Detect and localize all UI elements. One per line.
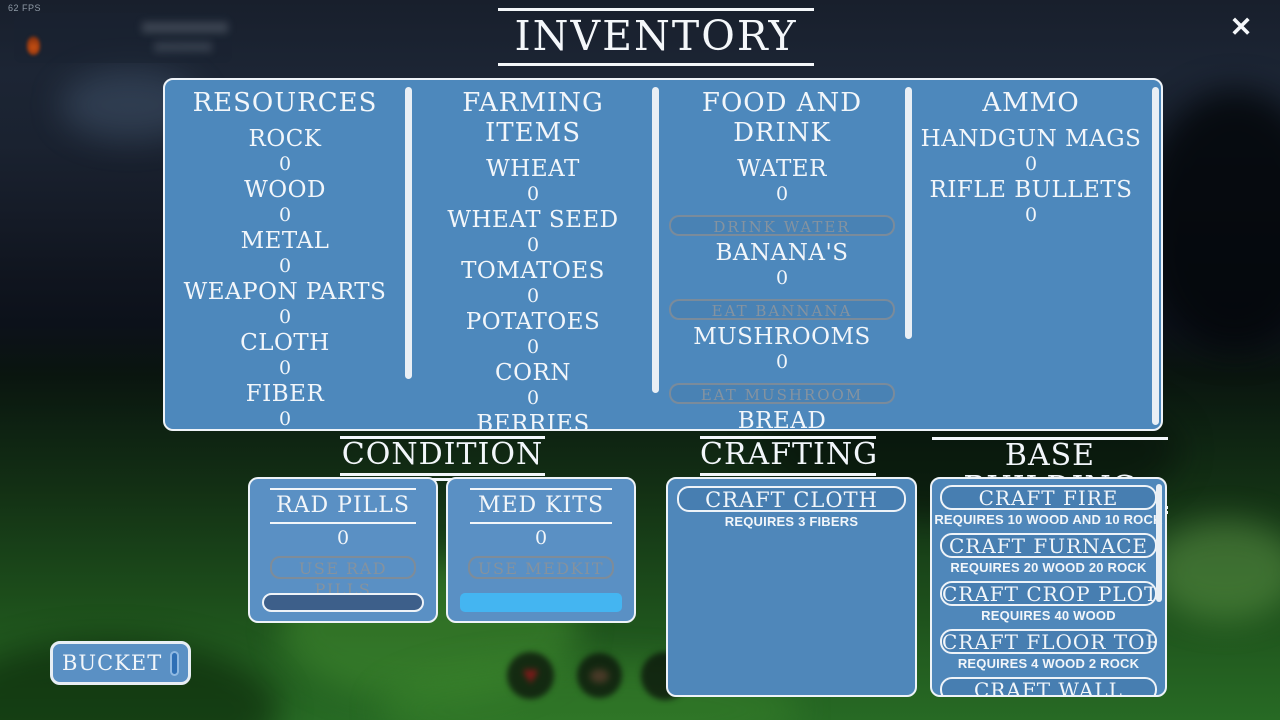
use-medkit-button[interactable]: USE MEDKIT	[468, 556, 614, 579]
item-count: 0	[526, 183, 540, 205]
drink-water-button[interactable]: DRINK WATER	[669, 215, 895, 236]
recipe-requirement: REQUIRES 20 WOOD 20 ROCK	[950, 560, 1147, 575]
crafting-panel: CRAFT CLOTH REQUIRES 3 FIBERS	[666, 477, 917, 697]
blurred-text	[154, 42, 212, 52]
condition-heading: CONDITION	[340, 436, 545, 481]
recipe-requirement: REQUIRES 4 WOOD 2 ROCK	[957, 656, 1140, 671]
item-label: WATER	[737, 156, 827, 182]
item-label: CLOTH	[240, 330, 330, 356]
craft-cloth-button[interactable]: CRAFT CLOTH	[677, 486, 906, 512]
column-header: FOOD AND DRINK	[701, 88, 863, 148]
craft-fire-button[interactable]: CRAFT FIRE	[940, 485, 1157, 510]
close-icon: ✕	[1229, 11, 1253, 42]
ammo-scrollbar[interactable]	[1152, 87, 1159, 425]
item-count: 0	[278, 306, 292, 328]
craft-floor-torch-button[interactable]: CRAFT FLOOR TORCH	[940, 629, 1157, 654]
item-count: 0	[1024, 204, 1038, 226]
item-count: 0	[526, 336, 540, 358]
eat-mushroom-button[interactable]: EAT MUSHROOM	[669, 383, 895, 404]
bucket-checkbox[interactable]	[170, 650, 179, 676]
radiation-bar	[262, 593, 424, 612]
base-building-scrollbar[interactable]	[1156, 484, 1162, 602]
item-count: 0	[278, 204, 292, 226]
item-label: WHEAT SEED	[447, 207, 619, 233]
blurred-text	[142, 22, 228, 33]
fps-counter: 62 FPS	[8, 3, 42, 13]
item-label: TOMATOES	[461, 258, 605, 284]
hunger-hud-circle	[577, 653, 622, 698]
heart-icon: ♥	[522, 660, 539, 690]
item-count: 0	[526, 387, 540, 409]
med-kits-card: MED KITS 0 USE MEDKIT	[446, 477, 636, 623]
bucket-toggle-panel: BUCKET	[50, 641, 191, 685]
use-rad-pills-button[interactable]: USE RAD PILLS	[270, 556, 416, 599]
crafting-heading: CRAFTING	[700, 436, 877, 481]
item-label: WHEAT	[486, 156, 580, 182]
item-label: BANANA'S	[715, 240, 849, 266]
card-title: MED KITS	[470, 488, 612, 524]
recipe-requirement: REQUIRES 40 WOOD	[981, 608, 1116, 623]
page-title: INVENTORY	[498, 8, 814, 66]
health-hud-circle: ♥	[507, 652, 554, 699]
craft-furnace-button[interactable]: CRAFT FURNACE	[940, 533, 1157, 558]
flame-icon	[27, 36, 40, 55]
inventory-panel: RESOURCES ROCK 0 WOOD 0 METAL 0 WEAPON P…	[163, 78, 1163, 431]
tree-silhouette	[1140, 90, 1280, 350]
item-count: 0	[278, 255, 292, 277]
item-label: ROCK	[248, 126, 322, 152]
recipe-requirement: REQUIRES 10 WOOD AND 10 ROCK	[934, 512, 1163, 527]
item-label: WOOD	[244, 177, 326, 203]
recipe-requirement: REQUIRES 3 FIBERS	[724, 514, 859, 529]
item-count: 0	[775, 267, 789, 289]
bucket-label: BUCKET	[62, 651, 163, 675]
item-label: POTATOES	[465, 309, 601, 335]
item-count: 0	[278, 408, 292, 430]
item-count: 0	[278, 153, 292, 175]
food-scrollbar[interactable]	[905, 87, 912, 339]
card-count: 0	[534, 527, 548, 549]
farming-scrollbar[interactable]	[652, 87, 659, 393]
item-label: WEAPON PARTS	[183, 279, 387, 305]
item-label: RIFLE BULLETS	[929, 177, 1133, 203]
base-building-panel: CRAFT FIRE REQUIRES 10 WOOD AND 10 ROCK …	[930, 477, 1167, 697]
grass-patch	[1150, 520, 1280, 620]
item-label: MUSHROOMS	[693, 324, 871, 350]
food-icon	[590, 668, 609, 683]
item-label: HANDGUN MAGS	[920, 126, 1142, 152]
item-count: 0	[278, 357, 292, 379]
health-bar	[460, 593, 622, 612]
column-header: FARMING ITEMS	[462, 88, 604, 148]
resources-scrollbar[interactable]	[405, 87, 412, 379]
item-count: 0	[775, 183, 789, 205]
column-header: AMMO	[982, 88, 1080, 118]
resources-column: RESOURCES ROCK 0 WOOD 0 METAL 0 WEAPON P…	[169, 86, 401, 430]
notification-widget	[14, 13, 232, 63]
close-button[interactable]: ✕	[1222, 8, 1260, 46]
craft-wall-button[interactable]: CRAFT WALL	[940, 677, 1157, 695]
item-count: 0	[1024, 153, 1038, 175]
rad-pills-card: RAD PILLS 0 USE RAD PILLS	[248, 477, 438, 623]
item-label: METAL	[240, 228, 330, 254]
item-count: 0	[526, 285, 540, 307]
card-title: RAD PILLS	[270, 488, 416, 524]
item-label: FIBER	[245, 381, 325, 407]
farming-items-column: FARMING ITEMS WHEAT 0 WHEAT SEED 0 TOMAT…	[417, 86, 649, 431]
food-and-drink-column: FOOD AND DRINK WATER 0 DRINK WATER BANAN…	[666, 86, 898, 431]
eat-banana-button[interactable]: EAT BANNANA	[669, 299, 895, 320]
card-count: 0	[336, 527, 350, 549]
item-count: 0	[775, 351, 789, 373]
item-label: BREAD	[737, 408, 827, 431]
item-label: BERRIES	[476, 411, 590, 431]
ammo-column: AMMO HANDGUN MAGS 0 RIFLE BULLETS 0	[915, 86, 1147, 228]
item-label: CORN	[495, 360, 571, 386]
craft-crop-plot-button[interactable]: CRAFT CROP PLOT	[940, 581, 1157, 606]
item-count: 0	[526, 234, 540, 256]
column-header: RESOURCES	[192, 88, 378, 118]
